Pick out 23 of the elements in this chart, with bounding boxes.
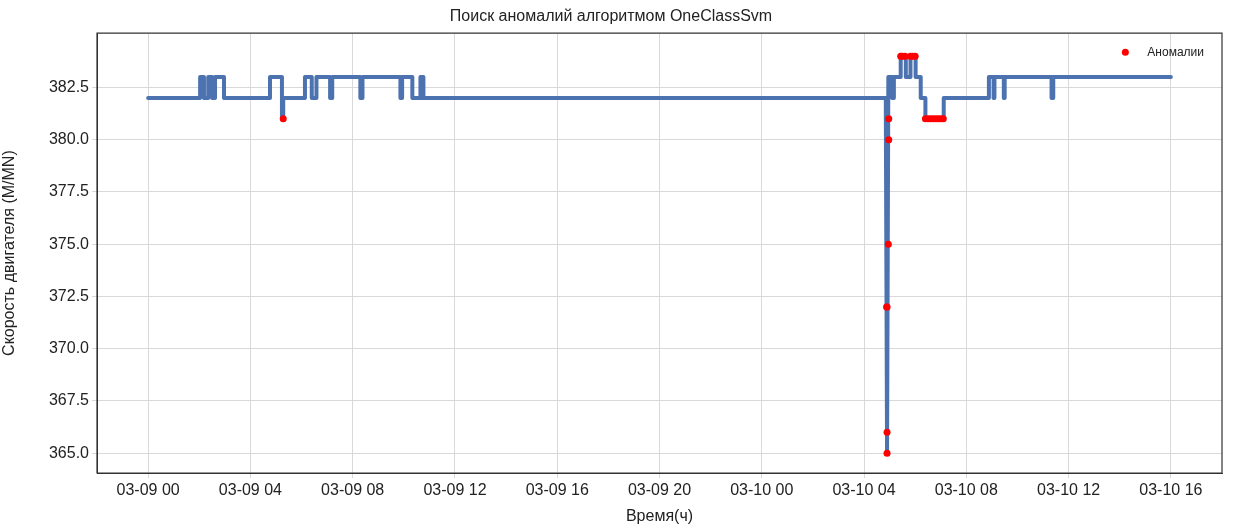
y-tick-label: 380.0 (48, 130, 90, 148)
x-tick-label: 03-09 20 (627, 481, 692, 499)
x-tick-label: 03-09 12 (423, 481, 487, 499)
chart-title: Поиск аномалий алгоритмом OneClassSvm (449, 7, 773, 25)
x-tick-label: 03-10 08 (934, 481, 998, 499)
y-tick-label: 377.5 (48, 182, 90, 200)
x-axis-title: Время(ч) (625, 506, 694, 524)
x-tick-label: 03-09 16 (525, 481, 589, 499)
y-tick-label: 365.0 (48, 443, 90, 461)
y-axis-title: Скорость двигателя (M/MN) (0, 150, 18, 356)
legend-label: Аномалии (1147, 44, 1204, 59)
y-tick-label: 382.5 (48, 77, 90, 95)
x-tick-label: 03-10 12 (1037, 481, 1101, 499)
x-tick-label: 03-10 00 (730, 481, 794, 499)
x-tick-label: 03-09 08 (321, 481, 385, 499)
x-tick-label: 03-10 16 (1139, 481, 1203, 499)
y-tick-label: 375.0 (48, 234, 90, 252)
y-tick-label: 370.0 (48, 339, 90, 357)
y-tick-label: 367.5 (48, 391, 90, 409)
x-tick-label: 03-09 00 (116, 481, 180, 499)
x-tick-label: 03-10 04 (832, 481, 896, 499)
x-tick-label: 03-09 04 (218, 481, 283, 499)
y-tick-label: 372.5 (48, 286, 90, 304)
